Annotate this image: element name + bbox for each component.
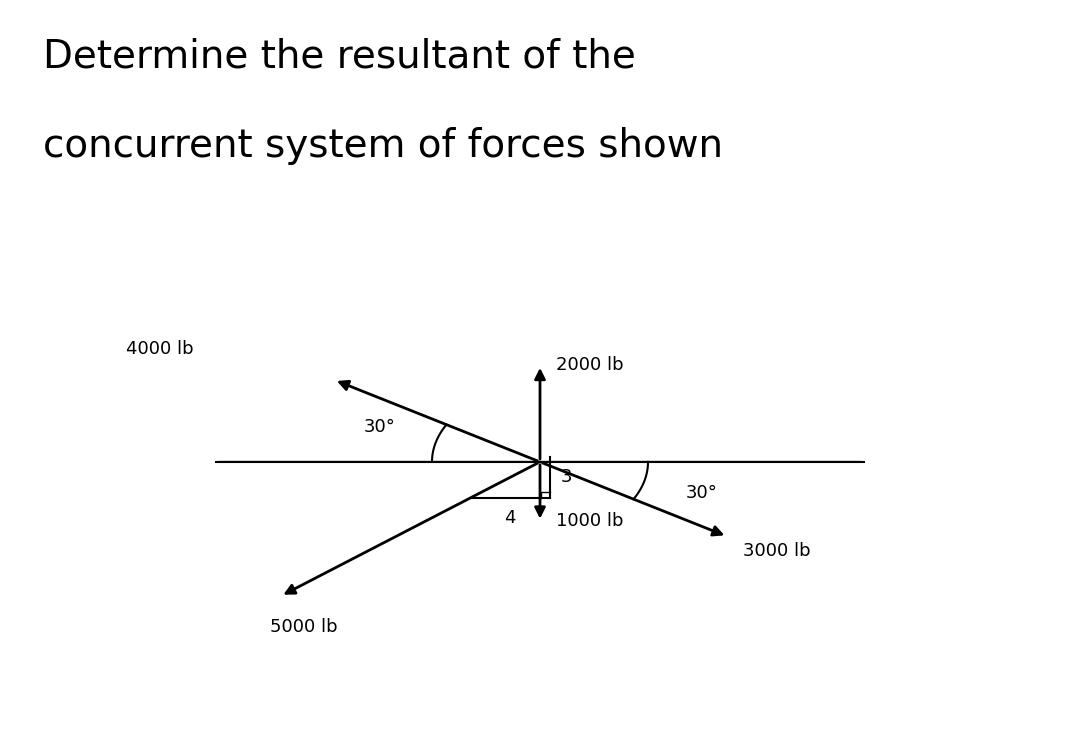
Text: 30°: 30° — [686, 484, 718, 502]
Text: 3: 3 — [561, 468, 572, 486]
Text: 3000 lb: 3000 lb — [743, 542, 811, 560]
Text: 4: 4 — [504, 509, 516, 527]
Text: 2000 lb: 2000 lb — [556, 356, 624, 374]
Text: 30°: 30° — [364, 418, 395, 436]
Text: Determine the resultant of the: Determine the resultant of the — [43, 37, 636, 75]
Text: 4000 lb: 4000 lb — [126, 340, 193, 358]
Text: 5000 lb: 5000 lb — [270, 618, 338, 636]
Text: concurrent system of forces shown: concurrent system of forces shown — [43, 127, 724, 165]
Text: 1000 lb: 1000 lb — [556, 513, 624, 530]
